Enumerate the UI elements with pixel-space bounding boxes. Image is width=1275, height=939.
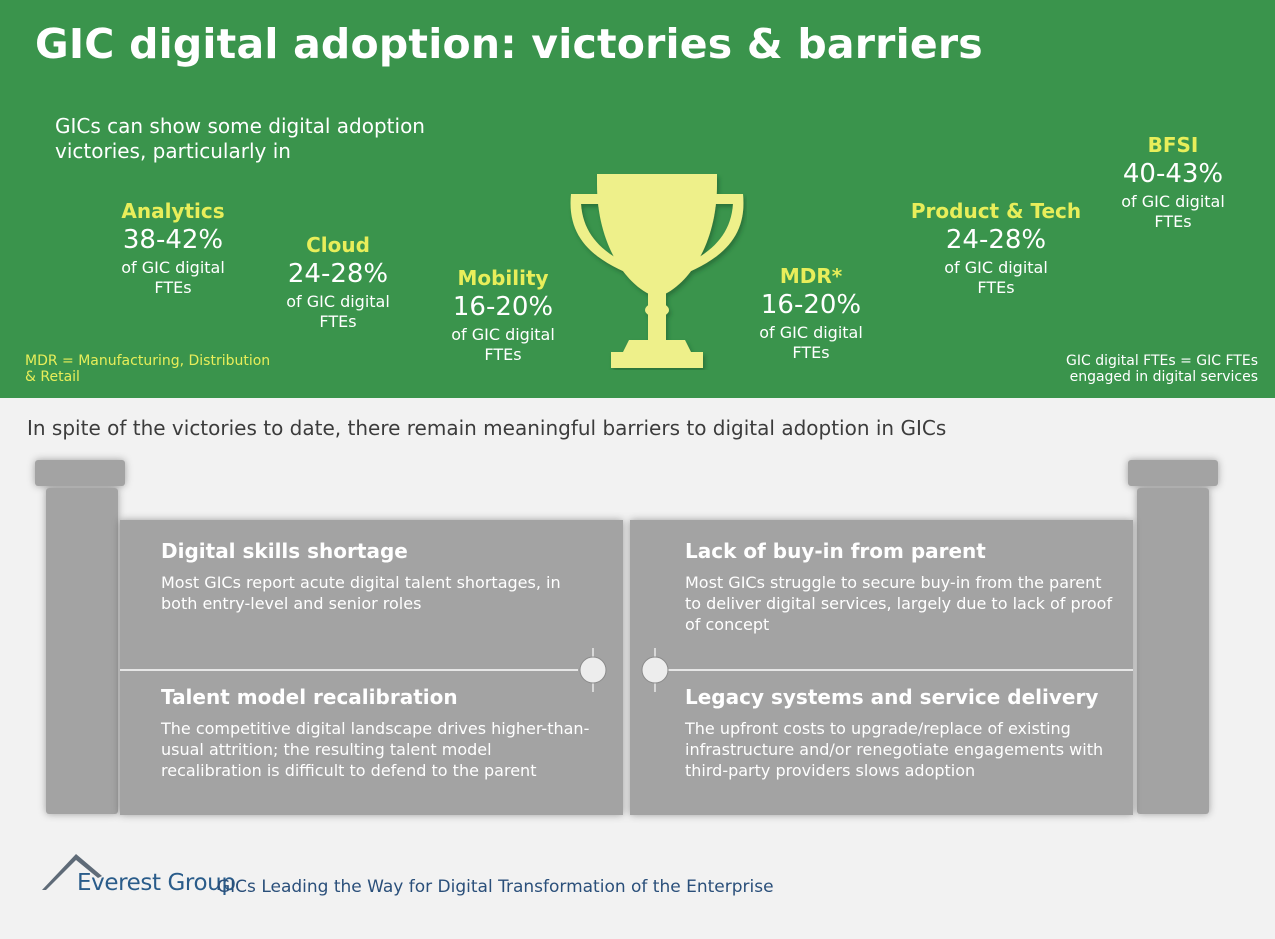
stat-name: Product & Tech — [910, 199, 1082, 223]
left-post — [46, 488, 118, 814]
barrier-body: Most GICs report acute digital talent sh… — [161, 573, 561, 613]
stat-range: 16-20% — [452, 292, 554, 322]
stat-cloud: Cloud 24-28% of GIC digital FTEs — [273, 232, 403, 332]
stat-unit: of GIC digital FTEs — [121, 258, 225, 297]
barrier-body: Most GICs struggle to secure buy-in from… — [685, 573, 1113, 634]
stat-range: 24-28% — [945, 225, 1047, 255]
barrier-heading: Digital skills shortage — [161, 539, 408, 563]
stat-range: 24-28% — [287, 259, 389, 289]
footer-tagline: GICs Leading the Way for Digital Transfo… — [217, 877, 774, 897]
stat-unit: of GIC digital FTEs — [286, 292, 390, 331]
barrier-heading: Legacy systems and service delivery — [685, 685, 1099, 709]
right-post — [1137, 488, 1209, 814]
barrier-legacy-systems: Legacy systems and service delivery The … — [685, 684, 1115, 781]
stat-name: Cloud — [306, 233, 370, 257]
barrier-talent-model: Talent model recalibration The competiti… — [161, 684, 591, 781]
mdr-footnote: MDR = Manufacturing, Distribution & Reta… — [25, 353, 271, 385]
stat-range: 40-43% — [1122, 159, 1224, 189]
stat-bfsi: BFSI 40-43% of GIC digital FTEs — [1108, 132, 1238, 232]
barrier-digital-skills: Digital skills shortage Most GICs report… — [161, 538, 591, 614]
stat-analytics: Analytics 38-42% of GIC digital FTEs — [108, 198, 238, 298]
barrier-heading: Lack of buy-in from parent — [685, 539, 986, 563]
everest-logo-icon — [42, 854, 102, 890]
right-post-cap — [1128, 460, 1218, 486]
intro-text: GICs can show some digital adoption vict… — [55, 114, 425, 163]
barrier-buy-in: Lack of buy-in from parent Most GICs str… — [685, 538, 1115, 635]
stat-unit: of GIC digital FTEs — [944, 258, 1048, 297]
barrier-body: The competitive digital landscape drives… — [161, 719, 590, 780]
stat-unit: of GIC digital FTEs — [1121, 192, 1225, 231]
stat-range: 38-42% — [122, 225, 224, 255]
left-post-cap — [35, 460, 125, 486]
stat-name: MDR* — [779, 264, 843, 288]
header-band: GIC digital adoption: victories & barrie… — [0, 0, 1275, 398]
stat-name: BFSI — [1147, 133, 1199, 157]
stat-name: Mobility — [457, 266, 549, 290]
gate-panel-right — [630, 520, 1133, 815]
trophy-icon — [570, 174, 744, 368]
gate-panel-left — [120, 520, 623, 815]
stat-product-tech: Product & Tech 24-28% of GIC digital FTE… — [906, 198, 1086, 298]
barriers-intro: In spite of the victories to date, there… — [27, 416, 947, 440]
stat-mdr: MDR* 16-20% of GIC digital FTEs — [746, 263, 876, 363]
page-title: GIC digital adoption: victories & barrie… — [35, 20, 983, 68]
stat-unit: of GIC digital FTEs — [759, 323, 863, 362]
stat-unit: of GIC digital FTEs — [451, 325, 555, 364]
barrier-heading: Talent model recalibration — [161, 685, 458, 709]
gate-illustration — [35, 460, 1218, 815]
stat-name: Analytics — [121, 199, 225, 223]
stat-range: 16-20% — [760, 290, 862, 320]
gate-latch — [579, 648, 669, 692]
brand-name: Everest Group — [77, 870, 236, 896]
barrier-body: The upfront costs to upgrade/replace of … — [685, 719, 1104, 780]
fte-footnote: GIC digital FTEs = GIC FTEs engaged in d… — [1066, 353, 1258, 385]
stat-mobility: Mobility 16-20% of GIC digital FTEs — [438, 265, 568, 365]
